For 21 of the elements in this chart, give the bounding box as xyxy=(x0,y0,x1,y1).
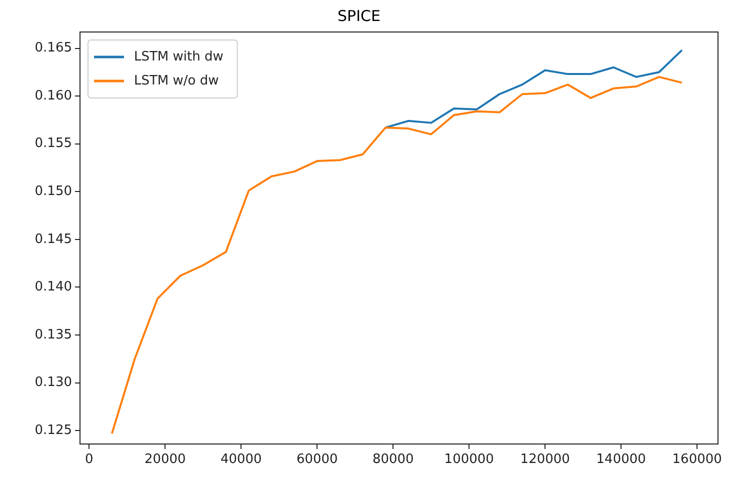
y-tick-label: 0.150 xyxy=(34,184,72,200)
y-tick-label: 0.125 xyxy=(34,422,72,438)
x-tick-label: 120000 xyxy=(520,452,570,468)
legend-label: LSTM with dw xyxy=(134,49,224,64)
y-tick-label: 0.145 xyxy=(34,232,72,247)
x-tick-label: 40000 xyxy=(220,452,262,468)
chart-title: SPICE xyxy=(338,6,380,25)
y-tick-label: 0.130 xyxy=(34,375,72,390)
x-tick-label: 140000 xyxy=(596,452,646,468)
x-tick-label: 20000 xyxy=(144,452,186,468)
y-tick-label: 0.140 xyxy=(34,280,72,295)
x-tick-label: 0 xyxy=(84,452,94,468)
x-tick-label: 100000 xyxy=(444,452,494,468)
y-tick-label: 0.155 xyxy=(34,136,72,152)
legend-label: LSTM w/o dw xyxy=(134,73,220,88)
x-tick-label: 160000 xyxy=(672,452,722,468)
x-tick-label: 80000 xyxy=(372,452,414,468)
y-tick-label: 0.160 xyxy=(34,88,72,104)
y-tick-label: 0.135 xyxy=(34,327,72,342)
y-tick-label: 0.165 xyxy=(34,40,72,56)
x-tick-label: 60000 xyxy=(296,452,338,468)
